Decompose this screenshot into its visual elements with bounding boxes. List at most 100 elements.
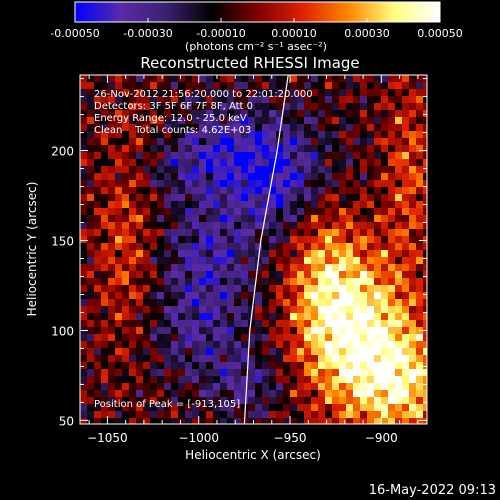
heatmap-cell bbox=[304, 320, 312, 328]
heatmap-cell bbox=[220, 257, 228, 265]
heatmap-cell bbox=[395, 299, 403, 307]
heatmap-cell bbox=[325, 355, 333, 363]
heatmap-cell bbox=[423, 320, 427, 328]
heatmap-cell bbox=[255, 278, 263, 286]
heatmap-cell bbox=[325, 250, 333, 258]
heatmap-cell bbox=[360, 215, 368, 223]
heatmap-cell bbox=[367, 404, 375, 412]
heatmap-cell bbox=[94, 208, 102, 216]
heatmap-cell bbox=[87, 166, 95, 174]
heatmap-cell bbox=[374, 257, 382, 265]
heatmap-cell bbox=[171, 103, 179, 111]
heatmap-cell bbox=[199, 292, 207, 300]
heatmap-cell bbox=[374, 159, 382, 167]
heatmap-cell bbox=[213, 82, 221, 90]
heatmap-cell bbox=[255, 187, 263, 195]
heatmap-cell bbox=[94, 145, 102, 153]
heatmap-cell bbox=[220, 82, 228, 90]
heatmap-cell bbox=[143, 306, 151, 314]
heatmap-cell bbox=[367, 348, 375, 356]
heatmap-cell bbox=[381, 369, 389, 377]
heatmap-cell bbox=[143, 145, 151, 153]
heatmap-cell bbox=[136, 145, 144, 153]
heatmap-cell bbox=[297, 348, 305, 356]
heatmap-cell bbox=[136, 243, 144, 251]
heatmap-cell bbox=[234, 348, 242, 356]
heatmap-cell bbox=[101, 89, 109, 97]
timestamp: 16-May-2022 09:13 bbox=[369, 483, 496, 498]
heatmap-cell bbox=[374, 208, 382, 216]
heatmap-cell bbox=[87, 75, 95, 83]
colorbar-gradient bbox=[75, 2, 440, 22]
heatmap-cell bbox=[115, 418, 123, 424]
heatmap-cell bbox=[80, 390, 88, 398]
heatmap-cell bbox=[108, 327, 116, 335]
heatmap-cell bbox=[143, 376, 151, 384]
heatmap-cell bbox=[143, 96, 151, 104]
heatmap-cell bbox=[234, 82, 242, 90]
heatmap-cell bbox=[143, 243, 151, 251]
heatmap-cell bbox=[171, 404, 179, 412]
heatmap-cell bbox=[339, 145, 347, 153]
heatmap-cell bbox=[276, 124, 284, 132]
heatmap-cell bbox=[136, 369, 144, 377]
heatmap-cell bbox=[374, 138, 382, 146]
heatmap-cell bbox=[213, 285, 221, 293]
heatmap-cell bbox=[381, 110, 389, 118]
heatmap-cell bbox=[157, 103, 165, 111]
heatmap-cell bbox=[255, 243, 263, 251]
heatmap-cell bbox=[108, 271, 116, 279]
heatmap-cell bbox=[367, 131, 375, 139]
heatmap-cell bbox=[395, 334, 403, 342]
heatmap-cell bbox=[157, 173, 165, 181]
heatmap-cell bbox=[262, 257, 270, 265]
heatmap-cell bbox=[311, 257, 319, 265]
heatmap-cell bbox=[304, 264, 312, 272]
heatmap-cell bbox=[136, 124, 144, 132]
heatmap-cell bbox=[143, 313, 151, 321]
heatmap-cell bbox=[87, 355, 95, 363]
heatmap-cell bbox=[199, 222, 207, 230]
heatmap-cell bbox=[255, 173, 263, 181]
heatmap-cell bbox=[178, 334, 186, 342]
heatmap-cell bbox=[332, 103, 340, 111]
heatmap-cell bbox=[178, 89, 186, 97]
heatmap-cell bbox=[206, 320, 214, 328]
heatmap-cell bbox=[276, 362, 284, 370]
heatmap-cell bbox=[94, 180, 102, 188]
heatmap-cell bbox=[220, 418, 228, 424]
heatmap-cell bbox=[192, 243, 200, 251]
heatmap-cell bbox=[269, 397, 277, 405]
heatmap-cell bbox=[304, 383, 312, 391]
heatmap-cell bbox=[311, 306, 319, 314]
heatmap-cell bbox=[220, 355, 228, 363]
heatmap-cell bbox=[339, 355, 347, 363]
heatmap-cell bbox=[388, 194, 396, 202]
heatmap-cell bbox=[136, 215, 144, 223]
heatmap-cell bbox=[234, 124, 242, 132]
heatmap-cell bbox=[164, 173, 172, 181]
heatmap-cell bbox=[290, 124, 298, 132]
heatmap-cell bbox=[178, 404, 186, 412]
heatmap-cell bbox=[367, 229, 375, 237]
heatmap-cell bbox=[143, 341, 151, 349]
heatmap-cell bbox=[381, 152, 389, 160]
heatmap-cell bbox=[157, 299, 165, 307]
heatmap-cell bbox=[94, 201, 102, 209]
heatmap-cell bbox=[360, 404, 368, 412]
heatmap-cell bbox=[206, 313, 214, 321]
heatmap-cell bbox=[374, 96, 382, 104]
heatmap-cell bbox=[339, 166, 347, 174]
heatmap-cell bbox=[346, 124, 354, 132]
heatmap-cell bbox=[325, 117, 333, 125]
heatmap-cell bbox=[80, 418, 88, 424]
heatmap-cell bbox=[87, 257, 95, 265]
heatmap-cell bbox=[115, 278, 123, 286]
heatmap-cell bbox=[423, 222, 427, 230]
heatmap-cell bbox=[283, 96, 291, 104]
heatmap-cell bbox=[241, 159, 249, 167]
heatmap-cell bbox=[178, 271, 186, 279]
heatmap-cell bbox=[423, 159, 427, 167]
heatmap-cell bbox=[332, 348, 340, 356]
heatmap-cell bbox=[423, 250, 427, 258]
